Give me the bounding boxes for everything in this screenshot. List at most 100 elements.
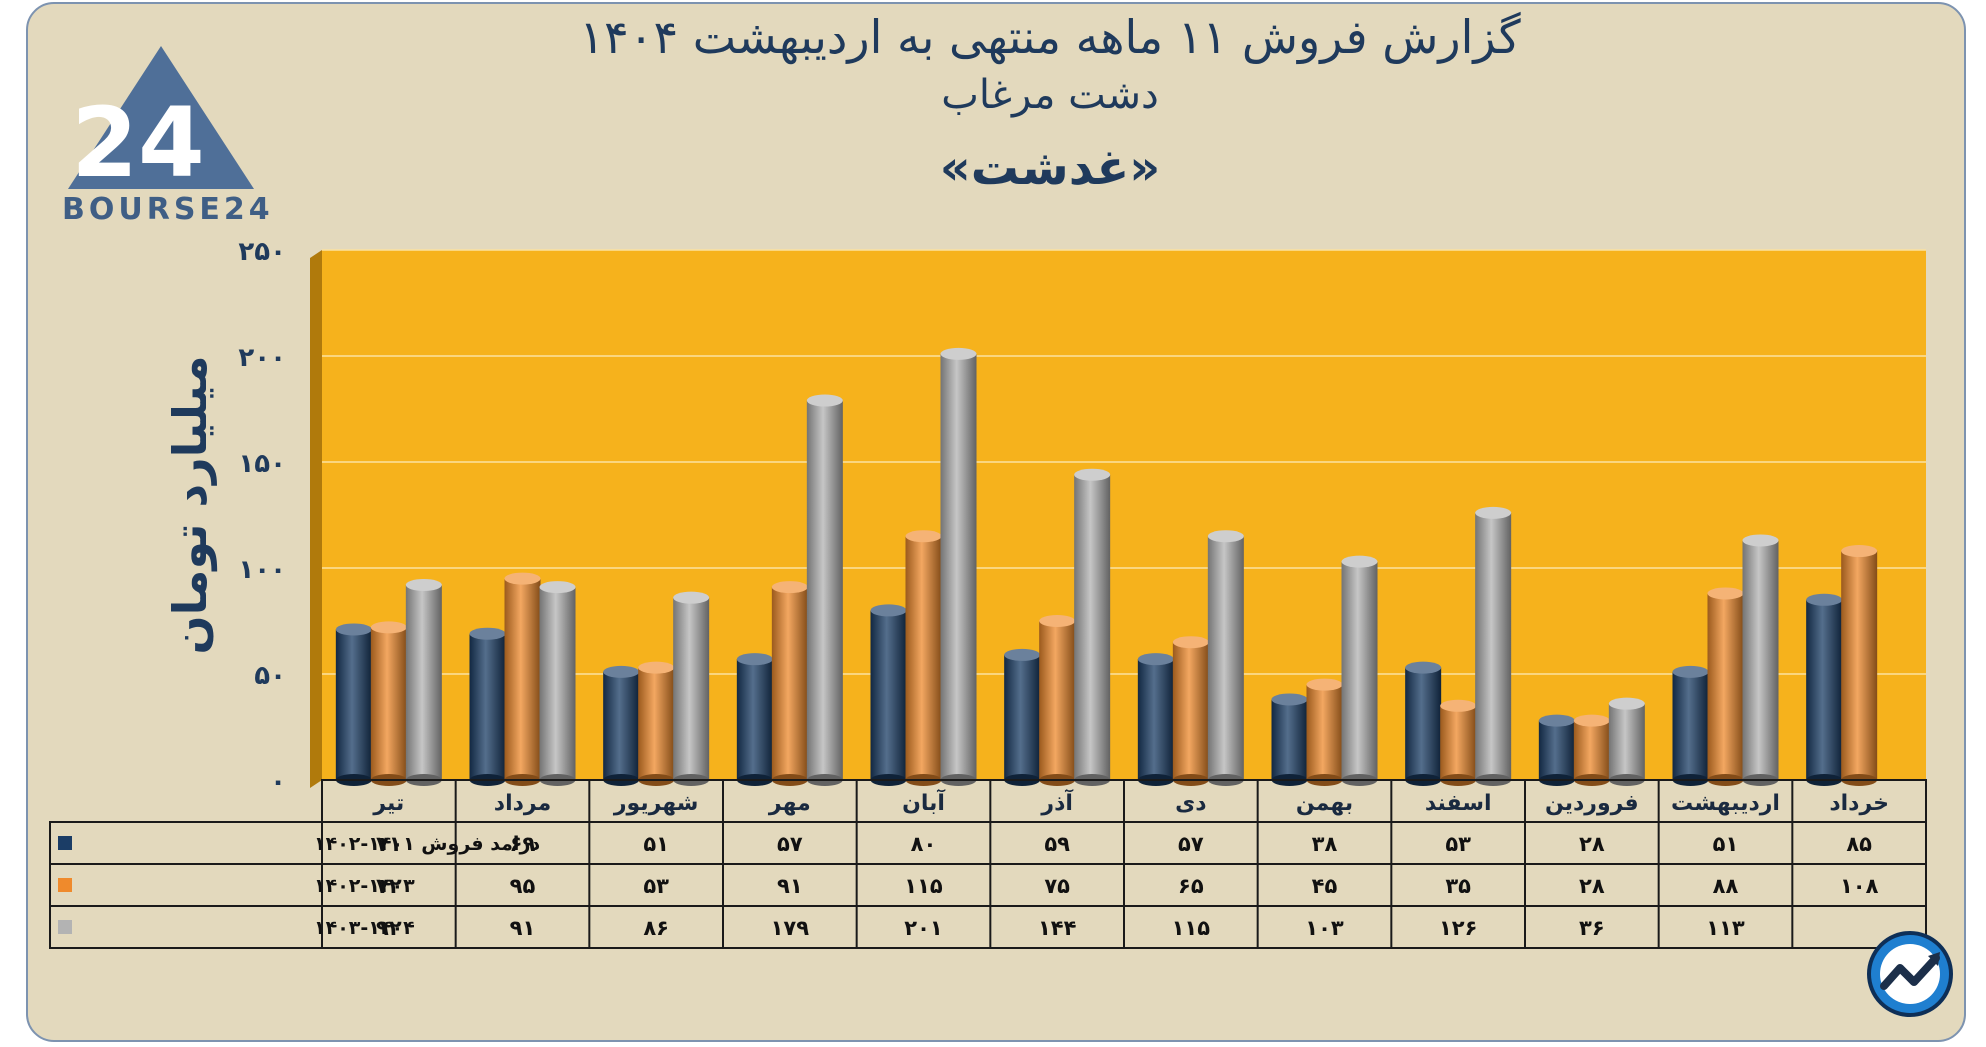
category-label: دی: [1175, 791, 1206, 816]
category-label: اسفند: [1425, 791, 1492, 816]
bar-body: [736, 659, 773, 780]
logo-digits: 24: [71, 87, 205, 194]
legend-label: ۱۴۰۲-۱۴۰۳: [314, 875, 415, 897]
bar-1: [469, 627, 506, 786]
bar-3: [405, 578, 442, 786]
legend-swatch: [58, 878, 72, 892]
bar-body: [1608, 703, 1645, 780]
bar-body: [673, 597, 710, 780]
bar-body: [1137, 659, 1174, 780]
bar-3: [1074, 468, 1111, 786]
data-label: ۱۷۹: [771, 916, 810, 940]
data-label: ۸۶: [643, 916, 669, 940]
bar-top: [1271, 693, 1308, 706]
bar-3: [940, 347, 977, 786]
brand-name: BOURSE24: [62, 192, 274, 227]
bar-top: [539, 581, 576, 594]
bar-top: [1707, 587, 1744, 600]
data-label: ۱۱۵: [904, 874, 943, 898]
bar-top: [1137, 653, 1174, 666]
category-label: شهریور: [613, 791, 699, 816]
bar-body: [1172, 642, 1209, 780]
bar-top: [1405, 661, 1442, 674]
bar-2: [1707, 587, 1744, 786]
bar-top: [335, 623, 372, 636]
bar-3: [1475, 506, 1512, 786]
bar-3: [1608, 697, 1645, 786]
bar-1: [1405, 661, 1442, 786]
bar-body: [335, 629, 372, 780]
data-label: ۴۵: [1312, 874, 1338, 898]
bar-top: [1306, 678, 1343, 691]
legend-label: ۱۴۰۳-۱۴۰۴: [314, 917, 415, 939]
bar-body: [1672, 671, 1709, 780]
data-label: ۱۱۳: [1706, 916, 1745, 940]
data-label: ۱۱۵: [1172, 916, 1211, 940]
bar-body: [504, 578, 541, 780]
data-label: ۱۴۴: [1038, 916, 1077, 940]
bar-top: [673, 591, 710, 604]
data-label: ۹۱: [510, 916, 536, 940]
data-label: ۶۹: [510, 832, 536, 856]
bar-2: [1841, 545, 1878, 786]
bar-top: [1573, 714, 1610, 727]
bar-body: [1573, 720, 1610, 780]
bar-3: [806, 394, 843, 786]
bar-body: [1538, 720, 1575, 780]
data-label: ۵۱: [1713, 832, 1739, 856]
bar-top: [603, 665, 640, 678]
data-label: ۸۵: [1846, 832, 1872, 856]
bar-3: [1207, 530, 1244, 786]
bar-2: [370, 621, 407, 786]
category-label: خرداد: [1829, 791, 1889, 816]
trend-logo-icon: [1867, 931, 1953, 1017]
y-tick-label: ۰: [270, 767, 286, 797]
bar-1: [1137, 653, 1174, 786]
bar-body: [771, 587, 808, 780]
bar-top: [1341, 555, 1378, 568]
bar-body: [1074, 474, 1111, 780]
bar-body: [1039, 621, 1076, 780]
bar-body: [1841, 551, 1878, 780]
y-tick-label: ۲۰۰: [238, 343, 286, 373]
bar-1: [736, 653, 773, 786]
data-label: ۲۰۱: [904, 916, 942, 940]
data-label: ۳۵: [1445, 874, 1471, 898]
category-label: آذر: [1040, 788, 1073, 816]
bar-1: [335, 623, 372, 786]
bar-top: [1207, 530, 1244, 543]
data-label: ۲۸: [1579, 832, 1605, 856]
data-label: ۵۱: [643, 832, 669, 856]
bar-top: [370, 621, 407, 634]
data-label: ۸۸: [1713, 874, 1739, 898]
y-tick-label: ۲۵۰: [238, 237, 286, 267]
category-label: اردیبهشت: [1671, 791, 1780, 816]
bar-body: [1742, 540, 1779, 780]
data-label: ۵۳: [1445, 832, 1471, 856]
data-label: ۷۵: [1044, 874, 1070, 898]
data-label: ۷۱: [376, 832, 402, 856]
bar-top: [1475, 506, 1512, 519]
category-label: فروردین: [1545, 791, 1639, 816]
plot-side-wall: [310, 250, 322, 788]
bar-body: [905, 536, 942, 780]
bar-top: [638, 661, 675, 674]
bar-3: [1341, 555, 1378, 786]
bar-body: [940, 353, 977, 780]
legend-swatch: [58, 920, 72, 934]
bar-top: [1172, 636, 1209, 649]
plot-area: [322, 250, 1926, 780]
data-label: ۱۰۳: [1305, 916, 1344, 940]
bar-top: [1742, 534, 1779, 547]
bar-1: [1672, 665, 1709, 786]
category-label: مرداد: [494, 791, 551, 816]
category-label: آبان: [902, 788, 945, 816]
category-label: تیر: [372, 791, 404, 816]
data-label: ۳۶: [1579, 916, 1605, 940]
bar-top: [1074, 468, 1111, 481]
bar-top: [1440, 699, 1477, 712]
y-tick-label: ۱۰۰: [238, 555, 286, 585]
bar-top: [736, 653, 773, 666]
bar-top: [1538, 714, 1575, 727]
